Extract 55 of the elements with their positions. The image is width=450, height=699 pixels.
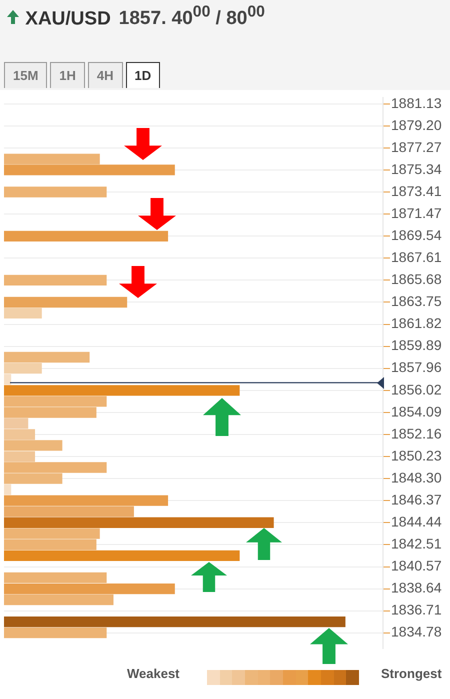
y-tick-label: 1857.96 [391,359,442,376]
text: Weakest [127,666,180,681]
y-tick-label: 1867.61 [391,249,442,266]
y-tick-label: 1879.20 [391,116,442,133]
y-tick-label: 1861.82 [391,315,442,332]
y-tick-label: 1852.16 [391,425,442,442]
bar [4,362,42,374]
bar [4,154,100,164]
y-tick-label: 1836.71 [391,602,442,618]
chart-title: XAU/USD [25,8,111,30]
bar [4,495,168,506]
y-tick-label: 1859.89 [391,337,442,354]
y-tick-label: 1871.47 [391,205,442,222]
bar [4,296,128,308]
y-tick-label: 1850.23 [391,447,442,464]
y-tick-label: 1856.02 [391,381,442,398]
bar [4,230,168,242]
chart-subtitle: 1857. 40$^{00}$ / 80$^{00}$ [118,4,265,30]
bar [4,164,175,176]
bar [4,451,36,462]
bar [4,616,346,628]
y-tick-label: 1854.09 [391,403,442,420]
y-tick-label: 1838.64 [391,580,442,596]
y-tick-label: 1875.34 [391,160,442,177]
y-tick-label: 1865.68 [391,271,442,288]
bar [4,374,12,385]
y-tick-label: 1834.78 [391,624,442,640]
y-tick-label: 1846.37 [391,491,442,508]
bar [4,517,274,528]
y-tick-label: 1848.30 [391,469,442,486]
bar [4,572,107,584]
bar [4,186,107,198]
y-tick-label: 1869.54 [391,227,442,244]
bar [4,484,12,495]
y-tick-label: 1877.27 [391,138,442,155]
y-tick-label: 1844.44 [391,513,442,530]
text: 15M [4,62,48,88]
bar [4,594,114,606]
bar [4,440,62,451]
y-tick-label: 1840.57 [391,558,442,574]
bar [4,583,175,594]
y-tick-label: 1881.13 [391,94,442,111]
bar [4,550,240,562]
y-tick-label: 1863.75 [391,293,442,310]
text: 1H [50,62,85,88]
bar [4,308,42,319]
bar [4,274,107,286]
bar [4,506,134,517]
text: 4H [88,62,123,88]
text: Strongest [381,666,442,681]
bar [4,352,90,363]
y-tick-label: 1873.41 [391,182,442,199]
bar [4,628,107,638]
bar [4,385,240,396]
y-tick-label: 1842.51 [391,535,442,552]
